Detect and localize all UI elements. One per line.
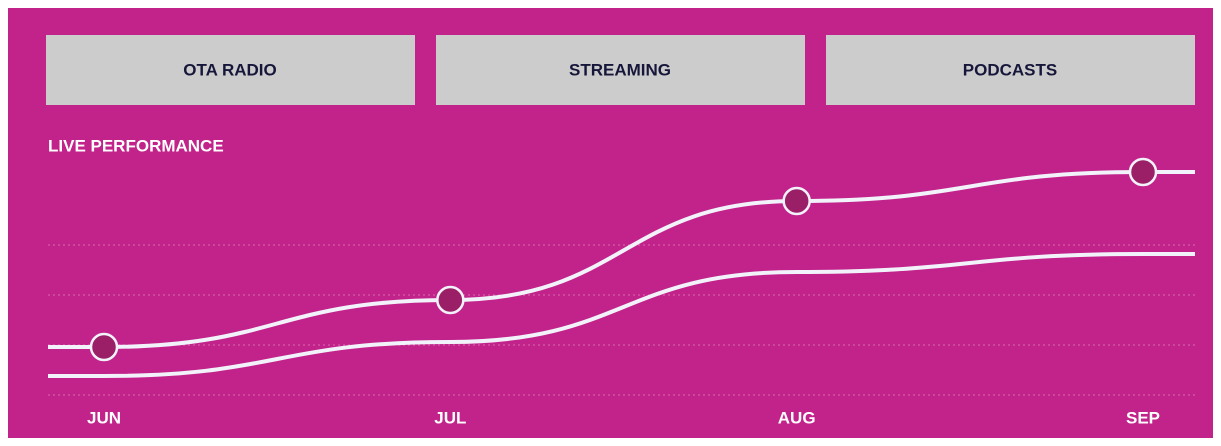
tab-box[interactable] [826, 35, 1195, 105]
tab-box[interactable] [436, 35, 805, 105]
x-tick-label: JUL [434, 408, 466, 427]
point-marker [1128, 157, 1158, 187]
x-tick-label: SEP [1126, 408, 1160, 427]
tab-label[interactable]: STREAMING [569, 60, 671, 79]
series-line [103, 170, 1144, 349]
tab[interactable]: OTA RADIO [46, 35, 415, 105]
tab[interactable]: PODCASTS [826, 35, 1195, 105]
tab-box[interactable] [46, 35, 415, 105]
x-tick-label: JUN [87, 408, 121, 427]
point-marker [436, 285, 465, 315]
point-marker [782, 186, 811, 216]
tab-label[interactable]: OTA RADIO [183, 60, 277, 79]
tab[interactable]: STREAMING [436, 35, 805, 105]
tab-label[interactable]: PODCASTS [963, 60, 1057, 79]
chart-title: LIVE PERFORMANCE [48, 136, 224, 155]
point-marker [89, 332, 119, 362]
series-line [103, 252, 1144, 378]
x-tick-label: AUG [778, 408, 816, 427]
